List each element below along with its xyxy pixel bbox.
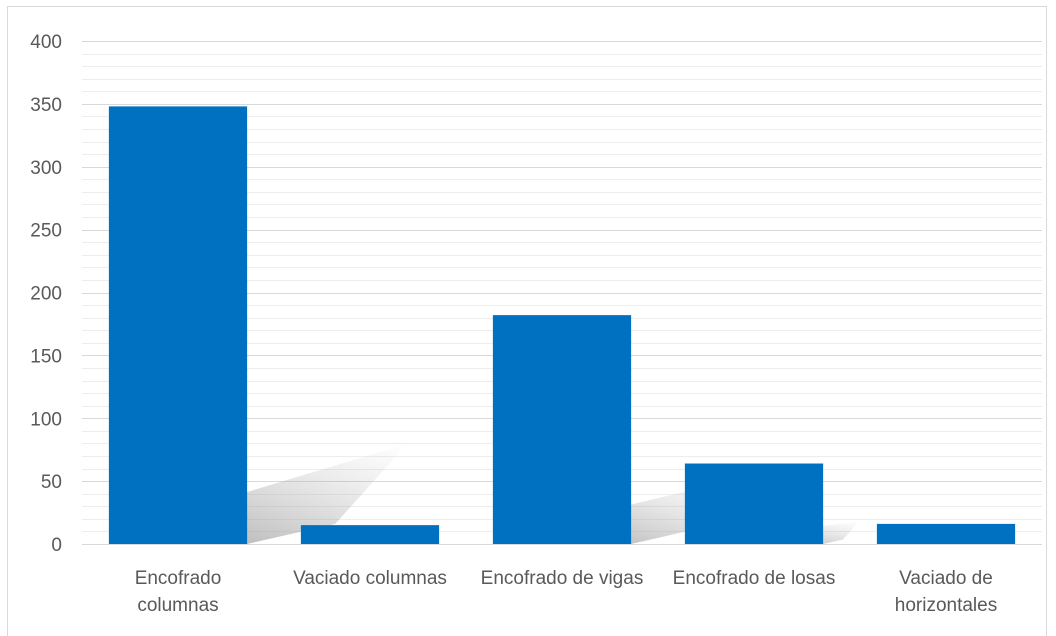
bar (300, 525, 440, 544)
x-category-label: Vaciado columnas (293, 568, 447, 589)
bar (876, 523, 1016, 544)
x-category-label-line: Encofrado de vigas (481, 568, 644, 589)
y-tick-label: 350 (30, 95, 62, 116)
x-category-label: Encofrado columnas (135, 568, 222, 616)
x-axis-labels: Encofrado columnas Vaciado columnas Encofra… (135, 568, 998, 616)
x-category-label-line: horizontales (895, 595, 997, 616)
x-category-label: Vaciado de horizontales (895, 568, 997, 616)
bar (684, 463, 824, 544)
x-category-label-line: Vaciado columnas (293, 568, 447, 589)
x-category-label-line: Encofrado de losas (673, 568, 836, 589)
y-tick-label: 150 (30, 346, 62, 367)
bar (492, 315, 632, 544)
y-tick-label: 0 (51, 535, 62, 556)
x-category-label-line: Vaciado de (899, 568, 993, 589)
x-category-label: Encofrado de vigas (481, 568, 644, 589)
x-category-label: Encofrado de losas (673, 568, 836, 589)
y-tick-label: 100 (30, 409, 62, 430)
y-tick-label: 300 (30, 158, 62, 179)
y-axis-ticks: 0 50 100 150 200 250 300 350 400 (30, 32, 62, 556)
bar (108, 106, 248, 544)
y-tick-label: 250 (30, 221, 62, 242)
bars (108, 106, 1016, 544)
y-tick-label: 50 (41, 472, 62, 493)
x-category-label-line: Encofrado (135, 568, 222, 589)
x-category-label-line: columnas (137, 595, 218, 616)
y-tick-label: 200 (30, 284, 62, 305)
y-tick-label: 400 (30, 32, 62, 53)
